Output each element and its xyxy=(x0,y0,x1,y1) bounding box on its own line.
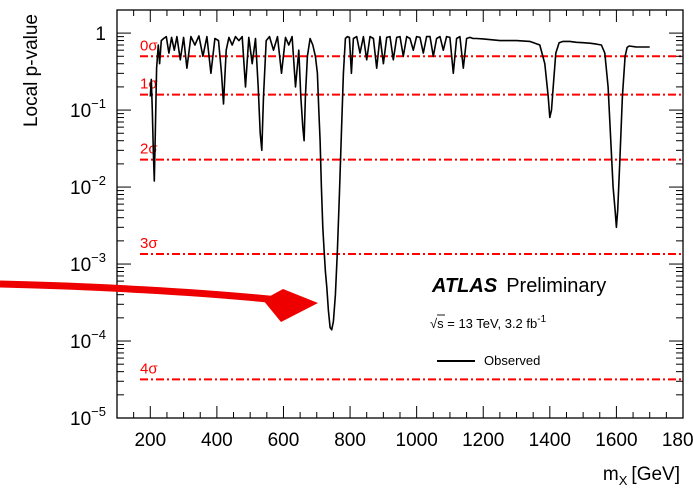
x-axis-title-var: m xyxy=(603,464,619,485)
x-axis-title-sub: X xyxy=(619,473,628,488)
series-line-observed xyxy=(149,35,650,331)
x-tick-label: 400 xyxy=(201,430,233,451)
x-tick-label: 1400 xyxy=(529,430,571,451)
y-tick-label: 1 xyxy=(95,24,106,45)
series-layer xyxy=(149,35,650,331)
red-arrow-shaft xyxy=(0,280,279,304)
y-axis: 1 10−1 10−2 10−3 10−4 10−5 xyxy=(70,24,683,430)
y-tick-label: 10−4 xyxy=(70,327,106,353)
energy-lumi-label: √s = 13 TeV, 3.2 fb-1 xyxy=(430,314,547,331)
x-axis-title-unit: [GeV] xyxy=(631,464,680,485)
energy-lumi-text: √s = 13 TeV, 3.2 fb xyxy=(430,316,537,331)
sigma-label: 3σ xyxy=(140,235,158,252)
x-axis-title: mX [GeV] xyxy=(603,464,680,488)
x-tick-label: 200 xyxy=(134,430,166,451)
sigma-label: 0σ xyxy=(140,37,158,54)
atlas-label: ATLAS Preliminary xyxy=(431,275,606,297)
sigma-label: 4σ xyxy=(140,360,158,377)
y-axis-title: Local p-value xyxy=(21,14,42,127)
atlas-preliminary: Preliminary xyxy=(506,275,606,297)
x-tick-label: 600 xyxy=(268,430,300,451)
y-tick-label: 10−3 xyxy=(70,250,106,276)
atlas-bold: ATLAS xyxy=(431,275,498,297)
x-tick-label: 1600 xyxy=(595,430,637,451)
x-axis: 200 400 600 800 1000 1200 1400 1600 1800 xyxy=(116,10,693,451)
y-tick-label: 10−1 xyxy=(70,96,106,122)
y-tick-label: 10−2 xyxy=(70,173,106,199)
legend-label-observed: Observed xyxy=(484,353,540,368)
y-tick-label: 10−5 xyxy=(70,404,106,430)
x-tick-label: 1800 xyxy=(662,430,693,451)
lumi-exponent: -1 xyxy=(537,314,546,325)
plot-frame xyxy=(116,9,684,419)
sigma-label: 1σ xyxy=(140,76,158,93)
x-tick-label: 800 xyxy=(334,430,366,451)
red-arrow-head xyxy=(263,289,318,322)
x-tick-label: 1000 xyxy=(396,430,438,451)
x-tick-label: 1200 xyxy=(462,430,504,451)
